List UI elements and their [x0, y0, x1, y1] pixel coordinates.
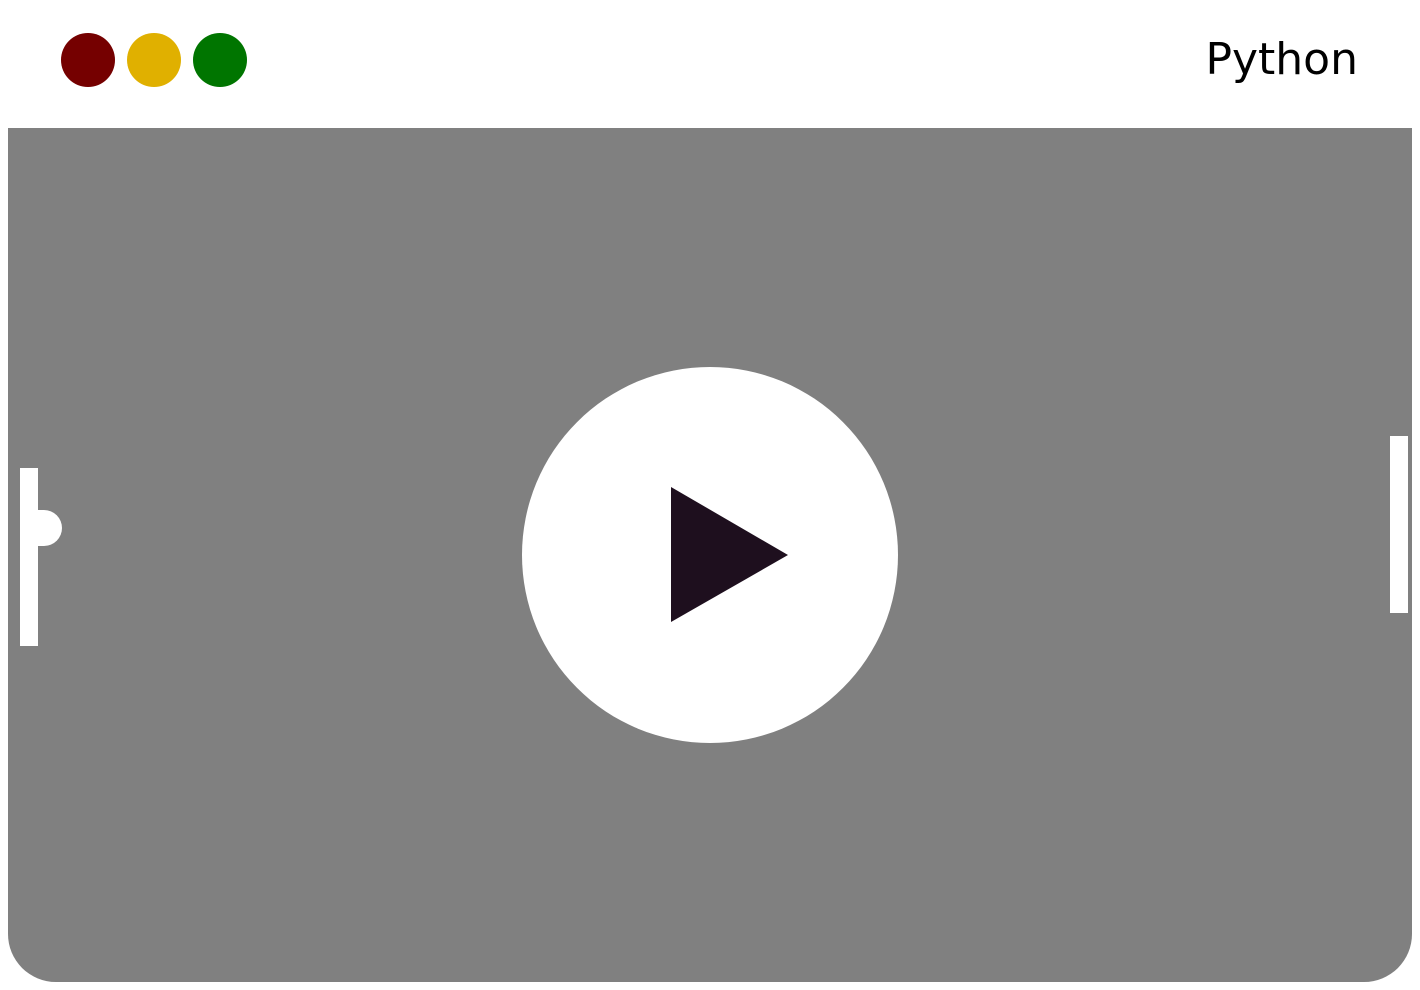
ball — [36, 510, 62, 546]
left-paddle — [20, 468, 38, 646]
maximize-window-button[interactable] — [193, 33, 247, 87]
close-window-button[interactable] — [61, 33, 115, 87]
minimize-window-button[interactable] — [127, 33, 181, 87]
game-canvas[interactable] — [8, 128, 1412, 982]
window-title: Python — [1205, 34, 1358, 85]
play-button[interactable] — [522, 367, 898, 743]
play-triangle-icon — [671, 487, 788, 622]
window-titlebar: Python — [0, 0, 1420, 128]
right-paddle — [1390, 436, 1408, 613]
